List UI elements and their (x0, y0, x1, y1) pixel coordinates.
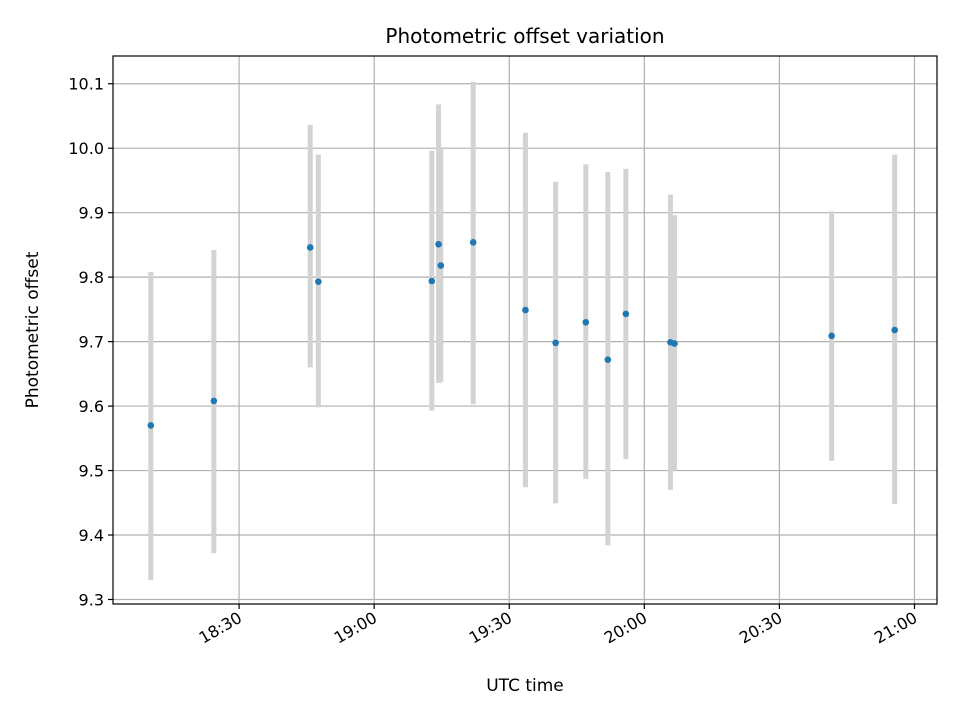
plot-frame (112, 55, 938, 605)
data-point (604, 356, 612, 363)
chart-title: Photometric offset variation (385, 24, 664, 48)
data-point (552, 339, 559, 347)
y-tick-label: 10.1 (68, 75, 104, 94)
data-point (147, 422, 155, 429)
data-points (147, 239, 898, 429)
data-point (435, 240, 442, 248)
data-point (582, 318, 590, 326)
y-tick-label: 9.7 (79, 333, 104, 352)
y-tick-label: 9.3 (79, 590, 104, 609)
data-point (469, 239, 477, 246)
data-point (828, 332, 835, 340)
data-point (306, 244, 314, 251)
y-tick-label: 10.0 (68, 139, 104, 158)
y-tick-label: 9.9 (79, 204, 104, 223)
data-point (315, 278, 322, 285)
data-point (437, 262, 445, 269)
data-point (522, 306, 529, 314)
data-point (428, 277, 436, 285)
data-point (671, 340, 678, 347)
x-axis-label: UTC time (486, 676, 564, 696)
data-point (210, 397, 218, 405)
y-axis-label: Photometric offset (23, 251, 43, 408)
y-tick-label: 9.6 (79, 397, 104, 416)
y-tick-label: 9.4 (79, 526, 104, 545)
data-point (622, 310, 630, 318)
y-tick-label: 9.5 (79, 462, 104, 481)
data-point (891, 326, 898, 334)
y-tick-label: 9.8 (79, 268, 104, 287)
